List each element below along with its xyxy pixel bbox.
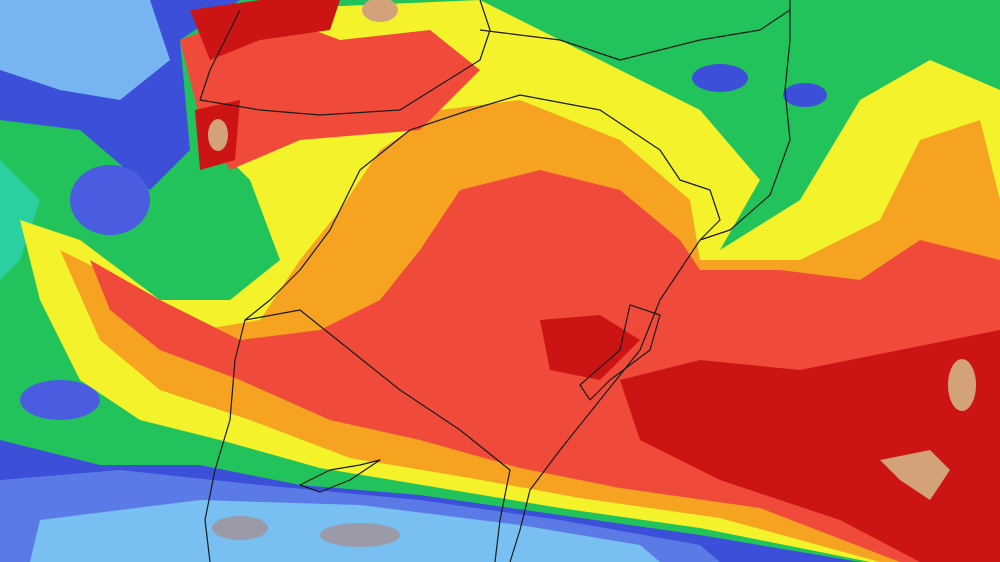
lagoon-outline [579,304,661,401]
light-blue-area [0,0,170,100]
tan-patch [880,450,950,500]
border-line [244,309,511,562]
dark-red-zone [190,0,340,60]
tan-patch [948,359,976,411]
blue-spot [70,165,150,235]
border-line [479,9,791,61]
border-line [199,0,491,116]
tan-patch [362,0,398,22]
coast-line [509,239,701,562]
blue-spot [20,380,100,420]
gray-patch [320,523,400,547]
blue-spot [692,64,748,92]
gray-patch [212,516,268,540]
estuary-outline [299,459,381,493]
tan-patch [208,119,228,151]
dark-red-zone [540,315,640,380]
dark-red-zone [620,330,1000,562]
border-line [409,0,791,241]
red-zone [180,10,480,170]
blue-spot [783,83,827,107]
